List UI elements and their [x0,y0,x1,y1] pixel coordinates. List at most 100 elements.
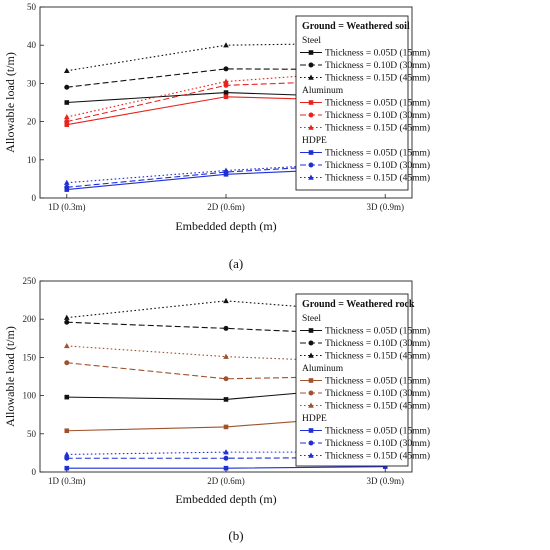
legend-entry-label: Thickness = 0.10D (30mm) [325,160,430,171]
legend-marker [308,174,314,180]
legend-entry-label: Thickness = 0.15D (45mm) [325,401,430,412]
data-point-aluminum-1 [64,122,70,127]
legend-entry-label: Thickness = 0.05D (15mm) [325,148,430,159]
series-line-hdpe-3 [66,161,386,184]
data-point-steel-2 [64,319,70,325]
panel-label: (b) [228,528,243,543]
data-point-steel-2 [223,66,229,72]
legend-title: Ground = Weathered rock [302,299,415,310]
legend-marker [308,100,314,105]
panel-label: (a) [229,256,243,271]
legend-marker [308,328,314,333]
data-point-steel-2 [223,325,229,331]
legend-entry-label: Thickness = 0.10D (30mm) [325,60,430,71]
x-tick-label: 3D (0.9m) [366,202,404,212]
data-point-steel-3 [63,314,70,320]
legend-marker [308,124,314,130]
legend-marker [308,150,314,155]
legend-entry-label: Thickness = 0.05D (15mm) [325,98,430,109]
legend-entry-label: Thickness = 0.15D (45mm) [325,123,430,134]
legend-marker [308,352,314,358]
x-tick-label: 2D (0.6m) [207,202,245,212]
data-point-aluminum-2 [64,360,70,366]
data-point-hdpe-1 [382,464,388,469]
x-axis-title: Embedded depth (m) [175,219,276,233]
legend-marker [308,112,314,118]
legend-marker [308,62,314,68]
x-axis-title: Embedded depth (m) [175,492,276,506]
legend-entry-label: Thickness = 0.05D (15mm) [325,326,430,337]
y-axis-title: Allowable load (t/m) [3,52,17,153]
legend-entry-label: Thickness = 0.05D (15mm) [325,376,430,387]
x-tick-label: 1D (0.3m) [48,476,86,486]
data-point-aluminum-1 [223,94,229,100]
y-tick-label: 50 [27,429,37,439]
data-point-steel-1 [64,394,70,400]
data-point-hdpe-3 [223,449,229,455]
y-axis-title: Allowable load (t/m) [3,326,17,427]
legend-entry-label: Thickness = 0.15D (45mm) [325,351,430,362]
data-point-steel-3 [223,297,229,304]
y-tick-label: 30 [27,78,37,88]
y-tick-label: 100 [23,391,37,401]
legend-group-hdpe: HDPE [302,136,327,146]
legend-entry-label: Thickness = 0.10D (30mm) [325,388,430,399]
data-point-aluminum-1 [223,424,229,430]
y-tick-label: 200 [23,314,37,324]
legend-marker [308,402,314,408]
data-point-steel-1 [64,100,70,105]
data-point-aluminum-1 [64,428,70,434]
y-tick-label: 250 [23,276,37,286]
data-point-aluminum-2 [223,376,229,382]
y-tick-label: 50 [27,2,37,12]
data-point-steel-1 [223,90,229,95]
legend-entry-label: Thickness = 0.10D (30mm) [325,438,430,449]
y-tick-label: 0 [32,467,37,477]
data-point-aluminum-2 [64,119,70,125]
data-point-hdpe-3 [223,167,229,173]
chart-panel-1: 0 10 20 30 40 50 1D (0.3m) 2D (0.6m) 3D (0.9m) Em… [3,2,430,271]
legend-entry-label: Thickness = 0.15D (45mm) [325,73,430,84]
legend-group-steel: Steel [302,36,321,46]
data-point-hdpe-3 [63,451,70,457]
legend-entry-label: Thickness = 0.10D (30mm) [325,338,430,349]
legend-marker [308,340,314,346]
x-tick-label: 3D (0.9m) [366,476,404,486]
legend-marker [308,162,314,168]
legend-entry-label: Thickness = 0.05D (15mm) [325,48,430,59]
series-line-aluminum-3 [66,345,386,364]
data-point-hdpe-1 [64,465,70,471]
y-tick-label: 20 [27,117,37,127]
data-point-aluminum-3 [223,353,229,359]
data-point-hdpe-2 [64,184,70,190]
x-tick-label: 2D (0.6m) [207,476,245,486]
legend-title: Ground = Weathered soil [302,21,410,32]
legend: Ground = Weathered soil Steel Thickness = … [295,15,430,191]
chart-panel-2: 0 50 100 150 200 250 1D (0.3m) 2D (0.6m) 3D (0.9… [3,276,430,543]
data-point-hdpe-1 [223,465,229,471]
legend: Ground = Weathered rock Steel Thickness = … [295,293,430,467]
legend-marker [308,440,314,446]
data-point-steel-1 [223,397,229,402]
data-point-aluminum-3 [223,78,229,84]
y-tick-label: 10 [27,155,37,165]
legend-entry-label: Thickness = 0.15D (45mm) [325,173,430,184]
data-point-steel-2 [64,84,70,90]
x-tick-label: 1D (0.3m) [48,202,86,212]
legend-entry-label: Thickness = 0.10D (30mm) [325,110,430,121]
legend-group-hdpe: HDPE [302,414,327,424]
legend-group-aluminum: Aluminum [302,86,344,96]
data-point-aluminum-3 [63,114,70,120]
data-point-hdpe-2 [223,455,229,461]
legend-entry-label: Thickness = 0.15D (45mm) [325,451,430,462]
legend-marker [308,74,314,80]
data-point-hdpe-3 [63,179,70,185]
legend-marker [308,378,314,383]
legend-marker [308,428,314,433]
data-point-hdpe-2 [64,455,70,461]
data-point-aluminum-3 [63,342,70,349]
data-point-steel-3 [223,42,229,48]
y-tick-label: 0 [32,193,37,203]
data-point-aluminum-2 [223,82,229,88]
